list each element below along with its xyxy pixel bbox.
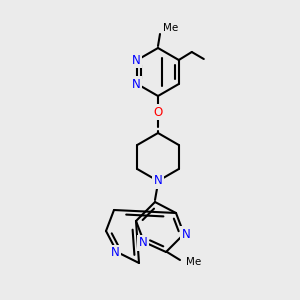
Text: N: N (139, 236, 147, 250)
Text: N: N (132, 53, 141, 67)
Text: Me: Me (186, 257, 201, 267)
Text: N: N (182, 227, 190, 241)
Text: Me: Me (163, 23, 178, 33)
Text: N: N (111, 247, 119, 260)
Text: O: O (153, 106, 163, 118)
Text: N: N (132, 77, 141, 91)
Text: N: N (154, 175, 162, 188)
